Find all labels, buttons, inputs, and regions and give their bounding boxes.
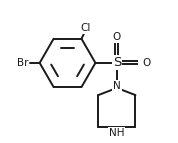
Text: O: O [142, 58, 151, 68]
Text: Br: Br [17, 58, 28, 68]
Text: S: S [113, 56, 121, 69]
Text: NH: NH [109, 128, 125, 138]
Text: O: O [113, 32, 121, 42]
Text: N: N [113, 81, 121, 91]
Text: Cl: Cl [81, 23, 91, 33]
